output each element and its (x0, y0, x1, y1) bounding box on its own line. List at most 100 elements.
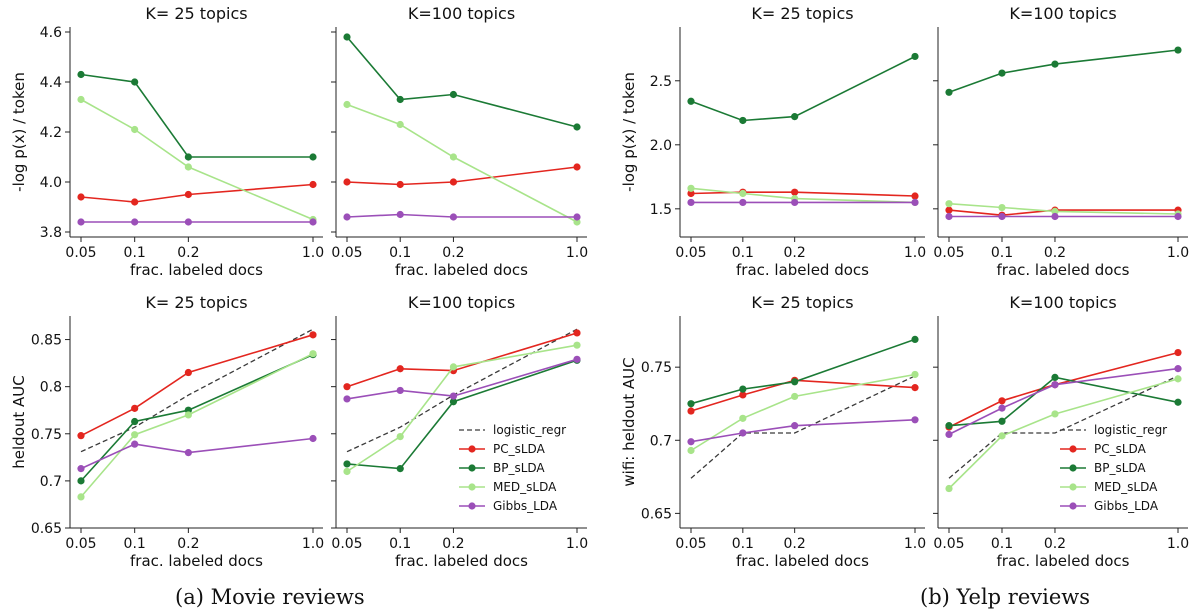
y-tick-label: 2.5 (650, 74, 672, 90)
series-line-BP_sLDA (948, 49, 1179, 94)
panel-title: K=100 topics (1009, 4, 1116, 23)
point-BP_sLDA (687, 97, 695, 105)
legend-label-logistic_regr: logistic_regr (493, 423, 566, 437)
series-line-Gibbs_LDA (690, 419, 916, 443)
point-MED_sLDA (343, 100, 351, 109)
point-PC_sLDA (1174, 348, 1182, 357)
point-PC_sLDA (739, 391, 747, 399)
panel-title: K= 25 topics (145, 4, 247, 23)
panel-movie_auc_k100: K=100 topics 0.05 0.1 0.2 1.0 frac. labeled d… (331, 293, 588, 570)
point-MED_sLDA (998, 432, 1006, 440)
point-BP_sLDA (573, 123, 581, 131)
y-tick-label: 4.4 (40, 75, 62, 91)
point-PC_sLDA (131, 404, 139, 412)
legend-marker-BP_sLDA (468, 464, 476, 472)
point-BP_sLDA (998, 417, 1006, 425)
point-Gibbs_LDA (449, 392, 458, 400)
y-tick-label: 0.7 (40, 474, 62, 490)
y-tick-label: 0.7 (650, 433, 672, 449)
point-MED_sLDA (945, 484, 953, 493)
point-BP_sLDA (77, 70, 85, 79)
point-BP_sLDA (131, 78, 139, 86)
point-Gibbs_LDA (573, 213, 581, 221)
point-Gibbs_LDA (343, 213, 351, 221)
series-line-Gibbs_LDA (80, 437, 314, 470)
y-axis-label: -log p(x) / token (620, 72, 638, 192)
x-tick-label: 0.1 (732, 245, 754, 261)
x-tick-label: 1.0 (904, 536, 926, 552)
point-BP_sLDA (343, 33, 351, 41)
point-Gibbs_LDA (1051, 381, 1059, 389)
point-Gibbs_LDA (911, 416, 919, 424)
x-tick-label: 0.1 (732, 536, 754, 552)
series-line-MED_sLDA (690, 373, 916, 452)
point-BP_sLDA (449, 90, 458, 99)
legend-label-PC_sLDA: PC_sLDA (1094, 442, 1147, 456)
point-PC_sLDA (911, 384, 919, 392)
series-line-PC_sLDA (690, 379, 916, 412)
x-axis-label: frac. labeled docs (130, 261, 263, 279)
point-MED_sLDA (396, 120, 404, 129)
point-Gibbs_LDA (1051, 212, 1059, 221)
x-tick-label: 1.0 (1167, 245, 1189, 261)
x-axis-label: frac. labeled docs (130, 552, 263, 570)
x-tick-label: 0.2 (442, 536, 464, 552)
point-Gibbs_LDA (449, 213, 458, 221)
point-BP_sLDA (77, 477, 85, 485)
panel-movie_logp_k25: K= 25 topics 3.8 4.0 4.2 4.4 4.6 0.05 0.1 0.2 1.0… (10, 4, 324, 279)
point-BP_sLDA (739, 116, 747, 125)
y-tick-label: 1.5 (650, 202, 672, 218)
point-BP_sLDA (739, 385, 747, 393)
point-BP_sLDA (945, 88, 953, 96)
series-line-MED_sLDA (346, 344, 578, 473)
y-tick-label: 2.0 (650, 138, 672, 154)
point-Gibbs_LDA (739, 198, 747, 207)
point-Gibbs_LDA (131, 440, 139, 448)
point-BP_sLDA (184, 153, 192, 161)
x-axis-label: frac. labeled docs (997, 552, 1130, 570)
series-line-PC_sLDA (80, 334, 314, 437)
y-tick-label: 0.75 (31, 427, 62, 443)
point-Gibbs_LDA (77, 465, 85, 473)
caption-movie-reviews: (a) Movie reviews (175, 585, 365, 609)
point-BP_sLDA (687, 400, 695, 408)
x-tick-label: 0.2 (442, 245, 464, 261)
x-axis-label: frac. labeled docs (736, 552, 869, 570)
point-MED_sLDA (449, 363, 458, 371)
legend-marker-BP_sLDA (1069, 464, 1077, 472)
series-line-MED_sLDA (80, 98, 314, 221)
point-BP_sLDA (911, 335, 919, 343)
series-line-MED_sLDA (346, 103, 578, 223)
point-PC_sLDA (77, 432, 85, 440)
x-tick-label: 0.2 (1044, 245, 1066, 261)
x-tick-label: 1.0 (904, 245, 926, 261)
point-MED_sLDA (1051, 207, 1059, 215)
y-tick-label: 0.85 (31, 333, 62, 349)
point-Gibbs_LDA (998, 404, 1006, 412)
point-Gibbs_LDA (573, 355, 581, 363)
legend-label-BP_sLDA: BP_sLDA (493, 461, 545, 475)
point-BP_sLDA (1174, 46, 1182, 54)
x-tick-label: 0.05 (331, 245, 362, 261)
point-MED_sLDA (739, 189, 747, 198)
point-MED_sLDA (343, 467, 351, 476)
x-axis-label: frac. labeled docs (997, 261, 1130, 279)
point-PC_sLDA (131, 198, 139, 206)
x-tick-label: 1.0 (302, 536, 324, 552)
series-line-MED_sLDA (948, 202, 1179, 215)
point-MED_sLDA (396, 433, 404, 441)
point-Gibbs_LDA (131, 218, 139, 226)
x-tick-label: 0.2 (784, 536, 806, 552)
figure: K= 25 topics 3.8 4.0 4.2 4.4 4.6 0.05 0.1 0.2 1.0… (10, 4, 1189, 570)
x-tick-label: 0.05 (65, 245, 96, 261)
point-BP_sLDA (1051, 373, 1059, 382)
x-tick-label: 0.2 (177, 536, 199, 552)
panel-yelp_auc_k100: K=100 topics 0.05 0.1 0.2 1.0 frac. labeled d… (933, 293, 1189, 570)
point-Gibbs_LDA (739, 429, 747, 437)
point-PC_sLDA (184, 190, 192, 199)
point-MED_sLDA (184, 163, 192, 171)
x-tick-label: 0.05 (65, 536, 96, 552)
x-tick-label: 0.1 (389, 536, 411, 552)
series-line-logistic_regr (346, 328, 578, 453)
point-MED_sLDA (687, 184, 695, 192)
